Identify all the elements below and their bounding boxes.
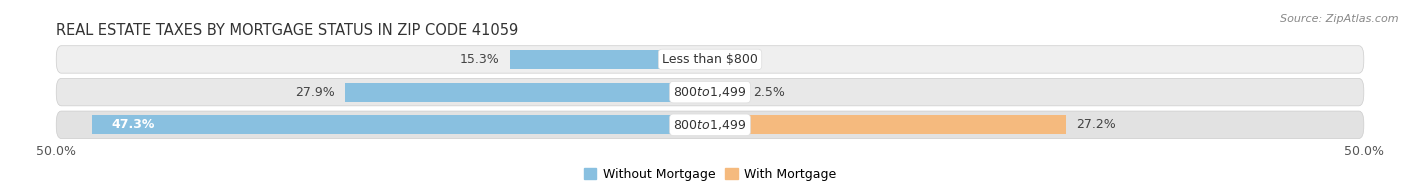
FancyBboxPatch shape xyxy=(56,111,1364,139)
Text: Less than $800: Less than $800 xyxy=(662,53,758,66)
Bar xyxy=(91,115,710,134)
Text: 15.3%: 15.3% xyxy=(460,53,499,66)
FancyBboxPatch shape xyxy=(56,78,1364,106)
Text: 27.2%: 27.2% xyxy=(1076,118,1116,131)
Text: 47.3%: 47.3% xyxy=(111,118,155,131)
Bar xyxy=(510,50,710,69)
Text: REAL ESTATE TAXES BY MORTGAGE STATUS IN ZIP CODE 41059: REAL ESTATE TAXES BY MORTGAGE STATUS IN … xyxy=(56,23,519,38)
Bar xyxy=(710,83,742,102)
Text: Source: ZipAtlas.com: Source: ZipAtlas.com xyxy=(1281,14,1399,24)
Text: 2.5%: 2.5% xyxy=(754,86,785,99)
Legend: Without Mortgage, With Mortgage: Without Mortgage, With Mortgage xyxy=(579,163,841,186)
Text: $800 to $1,499: $800 to $1,499 xyxy=(673,118,747,132)
Text: 27.9%: 27.9% xyxy=(295,86,335,99)
Bar xyxy=(710,115,1066,134)
Text: 0.0%: 0.0% xyxy=(720,53,752,66)
Bar xyxy=(346,83,710,102)
FancyBboxPatch shape xyxy=(56,46,1364,73)
Text: $800 to $1,499: $800 to $1,499 xyxy=(673,85,747,99)
